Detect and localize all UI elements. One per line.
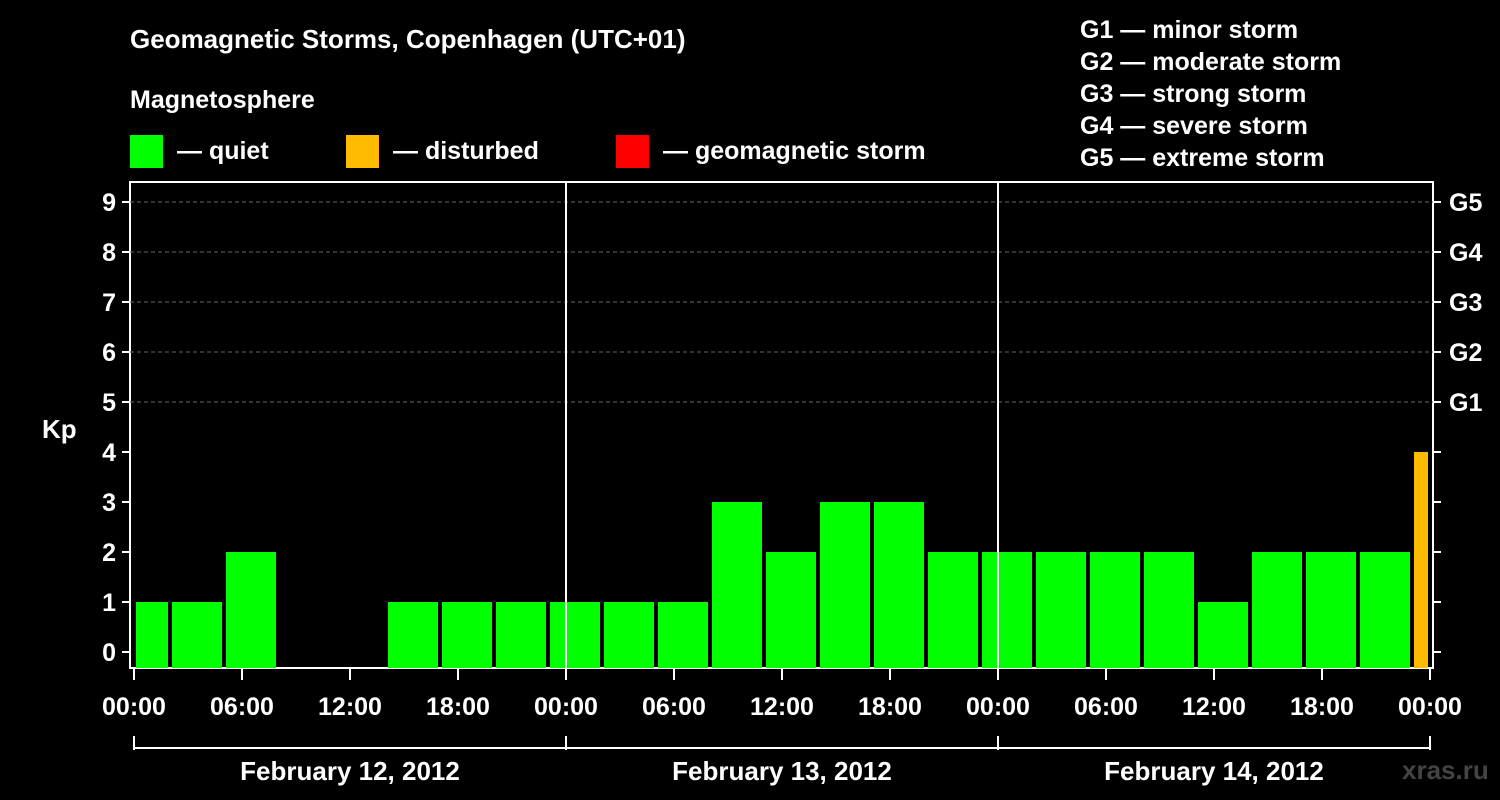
x-tick-label: 12:00 bbox=[1182, 693, 1246, 721]
legend-label-storm: — geomagnetic storm bbox=[663, 136, 926, 165]
kp-bar bbox=[1144, 552, 1194, 668]
g-level-label: G3 bbox=[1449, 289, 1482, 317]
storm-level-g2: G2 — moderate storm bbox=[1080, 48, 1342, 76]
kp-bar bbox=[1252, 552, 1302, 668]
kp-bar bbox=[388, 602, 438, 668]
y-tick-label: 9 bbox=[102, 189, 116, 217]
kp-bar bbox=[712, 502, 762, 668]
y-tick-label: 3 bbox=[102, 489, 116, 517]
kp-bar bbox=[1360, 552, 1410, 668]
x-tick-label: 00:00 bbox=[966, 693, 1030, 721]
storm-level-g5: G5 — extreme storm bbox=[1080, 144, 1325, 172]
legend-swatch-storm bbox=[616, 134, 649, 168]
x-tick-label: 12:00 bbox=[750, 693, 814, 721]
g-level-label: G1 bbox=[1449, 389, 1482, 417]
x-tick-label: 12:00 bbox=[318, 693, 382, 721]
chart-title: Geomagnetic Storms, Copenhagen (UTC+01) bbox=[130, 24, 686, 54]
y-axis-label: Kp bbox=[42, 414, 77, 444]
y-tick-label: 4 bbox=[102, 439, 116, 467]
x-tick-label: 00:00 bbox=[1398, 693, 1462, 721]
x-tick-label: 06:00 bbox=[642, 693, 706, 721]
x-tick-label: 00:00 bbox=[102, 693, 166, 721]
storm-level-g4: G4 — severe storm bbox=[1080, 112, 1308, 140]
kp-bar bbox=[1198, 602, 1248, 668]
kp-bar bbox=[442, 602, 492, 668]
x-tick-label: 00:00 bbox=[534, 693, 598, 721]
kp-bar bbox=[928, 552, 978, 668]
legend-item-disturbed: — disturbed bbox=[346, 134, 539, 168]
g-level-label: G4 bbox=[1449, 239, 1482, 267]
legend-item-storm: — geomagnetic storm bbox=[616, 134, 926, 168]
kp-bar bbox=[496, 602, 546, 668]
x-tick-label: 06:00 bbox=[210, 693, 274, 721]
watermark: xras.ru bbox=[1402, 755, 1489, 785]
x-tick-label: 18:00 bbox=[1290, 693, 1354, 721]
g-level-label: G5 bbox=[1449, 189, 1482, 217]
x-tick-label: 18:00 bbox=[858, 693, 922, 721]
kp-bar bbox=[1414, 452, 1428, 668]
kp-bar bbox=[658, 602, 708, 668]
storm-level-g3: G3 — strong storm bbox=[1080, 80, 1307, 108]
chart-subtitle: Magnetosphere bbox=[130, 86, 315, 114]
y-tick-label: 6 bbox=[102, 339, 116, 367]
kp-bar bbox=[550, 602, 600, 668]
kp-bar bbox=[136, 602, 168, 668]
g-level-label: G2 bbox=[1449, 339, 1482, 367]
legend-label-quiet: — quiet bbox=[177, 136, 269, 165]
x-tick-label: 06:00 bbox=[1074, 693, 1138, 721]
legend-swatch-quiet bbox=[130, 134, 163, 168]
kp-bar bbox=[1090, 552, 1140, 668]
kp-bar bbox=[766, 552, 816, 668]
day-label: February 14, 2012 bbox=[1104, 756, 1324, 786]
y-tick-label: 5 bbox=[102, 389, 116, 417]
kp-bar bbox=[820, 502, 870, 668]
legend-label-disturbed: — disturbed bbox=[393, 136, 539, 165]
y-tick-label: 2 bbox=[102, 539, 116, 567]
y-tick-label: 0 bbox=[102, 639, 116, 667]
legend-swatch-disturbed bbox=[346, 134, 379, 168]
kp-bar bbox=[604, 602, 654, 668]
storm-level-g1: G1 — minor storm bbox=[1080, 16, 1299, 44]
kp-bar bbox=[1036, 552, 1086, 668]
day-label: February 13, 2012 bbox=[672, 756, 892, 786]
y-tick-label: 1 bbox=[102, 589, 116, 617]
day-label: February 12, 2012 bbox=[240, 756, 460, 786]
kp-bar bbox=[226, 552, 276, 668]
legend-item-quiet: — quiet bbox=[130, 134, 269, 168]
kp-bar bbox=[172, 602, 222, 668]
x-tick-label: 18:00 bbox=[426, 693, 490, 721]
kp-bar bbox=[874, 502, 924, 668]
kp-bar bbox=[982, 552, 1032, 668]
y-tick-label: 8 bbox=[102, 239, 116, 267]
kp-bar bbox=[1306, 552, 1356, 668]
y-tick-label: 7 bbox=[102, 289, 116, 317]
storm-level-list: G1 — minor storm G2 — moderate storm G3 … bbox=[1080, 14, 1341, 174]
